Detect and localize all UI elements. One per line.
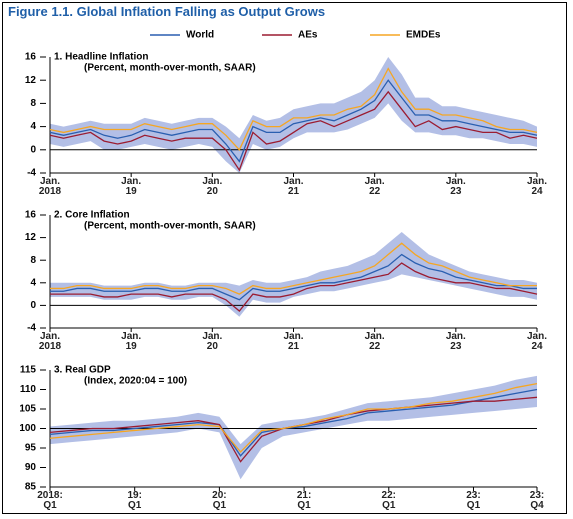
panel-subtitle: (Percent, month-over-month, SAAR) <box>84 221 256 232</box>
y-tick-label: -4 <box>27 168 36 179</box>
panel-subtitle: (Index, 2020:04 = 100) <box>84 376 187 387</box>
x-tick-label: Jan. 20 <box>202 176 223 197</box>
y-tick-label: 8 <box>30 255 36 266</box>
y-tick-label: 16 <box>25 210 37 221</box>
y-tick-label: 100 <box>19 423 36 434</box>
x-tick-label: 20: Q1 <box>212 490 227 511</box>
panel-subtitle: (Percent, month-over-month, SAAR) <box>84 63 256 74</box>
y-tick-label: 12 <box>25 232 37 243</box>
panel-title: 1. Headline Inflation <box>54 52 148 63</box>
legend-label: AEs <box>298 30 318 41</box>
series-line <box>49 383 538 453</box>
panel-title: 2. Core Inflation <box>54 210 130 221</box>
y-tick-label: 115 <box>20 365 37 376</box>
y-tick-label: 4 <box>30 121 36 132</box>
range-band <box>50 231 537 317</box>
x-tick-label: Jan. 22 <box>364 176 385 197</box>
series-line <box>50 253 537 301</box>
series-line <box>50 242 537 295</box>
y-tick-label: 90 <box>25 462 37 473</box>
y-tick-label: 12 <box>25 75 37 86</box>
series-line <box>50 262 538 312</box>
x-tick-label: 23: Q4 <box>529 490 545 511</box>
panel-title: 3. Real GDP <box>54 365 111 376</box>
x-tick-label: 2018: Q1 <box>37 490 63 511</box>
y-tick-label: 8 <box>30 98 36 109</box>
series-line <box>49 67 538 151</box>
frame <box>2 2 567 514</box>
y-tick-label: 110 <box>20 384 37 395</box>
x-tick-label: Jan. 19 <box>121 331 142 352</box>
series-line <box>49 79 538 163</box>
x-tick-label: Jan. 24 <box>526 176 547 197</box>
x-tick-label: 23: Q1 <box>466 490 481 511</box>
y-tick-label: 105 <box>19 404 36 415</box>
x-tick-label: Jan. 2018 <box>38 331 62 352</box>
y-tick-label: 0 <box>30 300 36 311</box>
x-tick-label: Jan. 19 <box>121 176 142 197</box>
x-tick-label: Jan. 23 <box>445 331 466 352</box>
series-line <box>49 388 538 457</box>
legend-label: EMDEs <box>406 30 441 41</box>
legend-label: World <box>186 30 214 41</box>
x-tick-label: Jan. 21 <box>283 331 304 352</box>
y-tick-label: 95 <box>25 443 37 454</box>
figure-title: Figure 1.1. Global Inflation Falling as … <box>8 4 326 19</box>
x-tick-label: 19: Q1 <box>127 490 142 511</box>
x-tick-label: Jan. 2018 <box>38 176 62 197</box>
range-band <box>50 57 537 173</box>
x-tick-label: Jan. 24 <box>526 331 547 352</box>
y-tick-label: 4 <box>30 277 36 288</box>
x-tick-label: Jan. 20 <box>202 331 223 352</box>
x-tick-label: 21: Q1 <box>296 490 312 511</box>
series-line <box>49 90 538 172</box>
x-tick-label: Jan. 22 <box>364 331 385 352</box>
y-tick-label: -4 <box>27 323 36 334</box>
y-tick-label: 16 <box>25 52 37 63</box>
y-tick-label: 0 <box>30 144 36 155</box>
x-tick-label: Jan. 21 <box>283 176 304 197</box>
x-tick-label: Jan. 23 <box>445 176 466 197</box>
x-tick-label: 22: Q1 <box>381 490 396 511</box>
y-tick-label: 85 <box>25 482 37 493</box>
